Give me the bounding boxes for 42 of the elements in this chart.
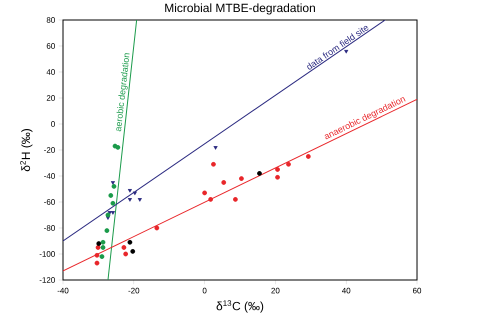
point: [233, 197, 238, 202]
text: aerobic degradation: [116, 53, 130, 132]
point: [130, 249, 136, 254]
point: [106, 212, 110, 218]
x-axis-title: δ$^{13}$C (‰): [216, 300, 264, 313]
point: [286, 162, 291, 167]
point: [112, 144, 118, 148]
point: [275, 167, 280, 172]
point: [138, 198, 142, 202]
point: [132, 192, 137, 196]
point: [211, 162, 216, 167]
point: [110, 211, 116, 215]
point: [100, 245, 106, 250]
point: [275, 174, 280, 180]
point: [202, 190, 207, 196]
point: [100, 254, 104, 259]
point: [122, 245, 126, 250]
point: [108, 193, 114, 198]
point: [96, 245, 100, 250]
point: [257, 171, 262, 176]
point: [239, 176, 244, 181]
y-axis-title: δ$^{2}$H (‰): [20, 129, 32, 172]
point: [94, 252, 100, 258]
chart-title: Microbial MTBE-degradation: [165, 3, 315, 15]
point: [104, 228, 110, 233]
point: [344, 50, 348, 54]
point: [221, 180, 226, 185]
point: [94, 260, 100, 266]
point: [110, 181, 116, 185]
point: [208, 197, 214, 202]
point: [112, 184, 116, 189]
point: [110, 200, 116, 206]
point: [100, 240, 106, 245]
point: [128, 198, 132, 202]
point: [123, 252, 128, 256]
point: [128, 189, 132, 193]
point: [128, 240, 132, 245]
point: [96, 241, 102, 246]
point: [213, 146, 218, 150]
point: [154, 226, 160, 230]
text: data from field site: [307, 26, 368, 70]
point: [306, 154, 311, 159]
